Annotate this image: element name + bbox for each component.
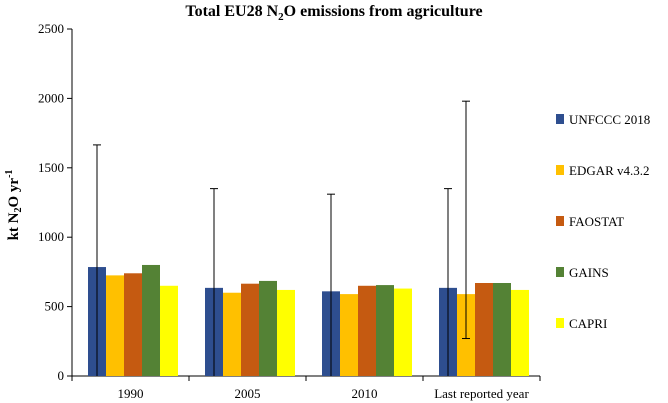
y-axis-label: kt N2O yr-1 — [4, 170, 24, 241]
y-tick-label: 2000 — [38, 90, 64, 105]
chart-title: Total EU28 N2O emissions from agricultur… — [185, 3, 482, 23]
legend-label: EDGAR v4.3.2 — [569, 163, 650, 178]
legend-swatch — [556, 267, 564, 277]
y-axis-label-superscript: -1 — [4, 170, 15, 178]
bar — [241, 283, 259, 376]
bar — [376, 285, 394, 376]
bar — [106, 275, 124, 376]
legend-swatch — [556, 318, 564, 328]
y-tick-label: 500 — [45, 299, 65, 314]
y-tick-label: 1500 — [38, 160, 64, 175]
bar — [259, 280, 277, 376]
bar — [511, 289, 529, 376]
legend-swatch — [556, 165, 564, 175]
x-tick-label: 1990 — [118, 386, 144, 401]
bar — [277, 289, 295, 376]
bar — [475, 283, 493, 376]
y-tick-label: 0 — [58, 368, 65, 383]
legend-label: CAPRI — [569, 316, 607, 331]
x-tick-label: 2010 — [352, 386, 378, 401]
bar — [160, 285, 178, 376]
x-tick-label: 2005 — [235, 386, 261, 401]
bar — [493, 283, 511, 376]
bar — [124, 273, 142, 376]
legend-label: UNFCCC 2018 — [569, 112, 650, 127]
y-tick-label: 1000 — [38, 229, 64, 244]
bar — [394, 288, 412, 376]
y-axis-label-subscript: 2 — [13, 208, 24, 213]
legend-label: GAINS — [569, 265, 609, 280]
legend-swatch — [556, 114, 564, 124]
y-axis-label-part-2: O yr — [6, 178, 22, 208]
bar — [142, 264, 160, 376]
bar — [358, 285, 376, 376]
legend-label: FAOSTAT — [569, 214, 624, 229]
legend: UNFCCC 2018 EDGAR v4.3.2 FAOSTAT GAINS CAPRI — [556, 112, 650, 331]
chart-title-part-1: Total EU28 N — [185, 3, 278, 20]
x-tick-label: Last reported year — [434, 386, 529, 401]
y-axis-label-part-1: kt N — [6, 212, 22, 240]
y-tick-label: 2500 — [38, 21, 64, 36]
bar — [223, 292, 241, 376]
bar — [340, 294, 358, 376]
chart-title-part-2: O emissions from agriculture — [284, 3, 483, 20]
chart-title-subscript: 2 — [278, 11, 284, 23]
legend-swatch — [556, 216, 564, 226]
plot-area: 0 500 1000 1500 2000 2500 1990 2005 2010 Last rep… — [38, 21, 541, 401]
